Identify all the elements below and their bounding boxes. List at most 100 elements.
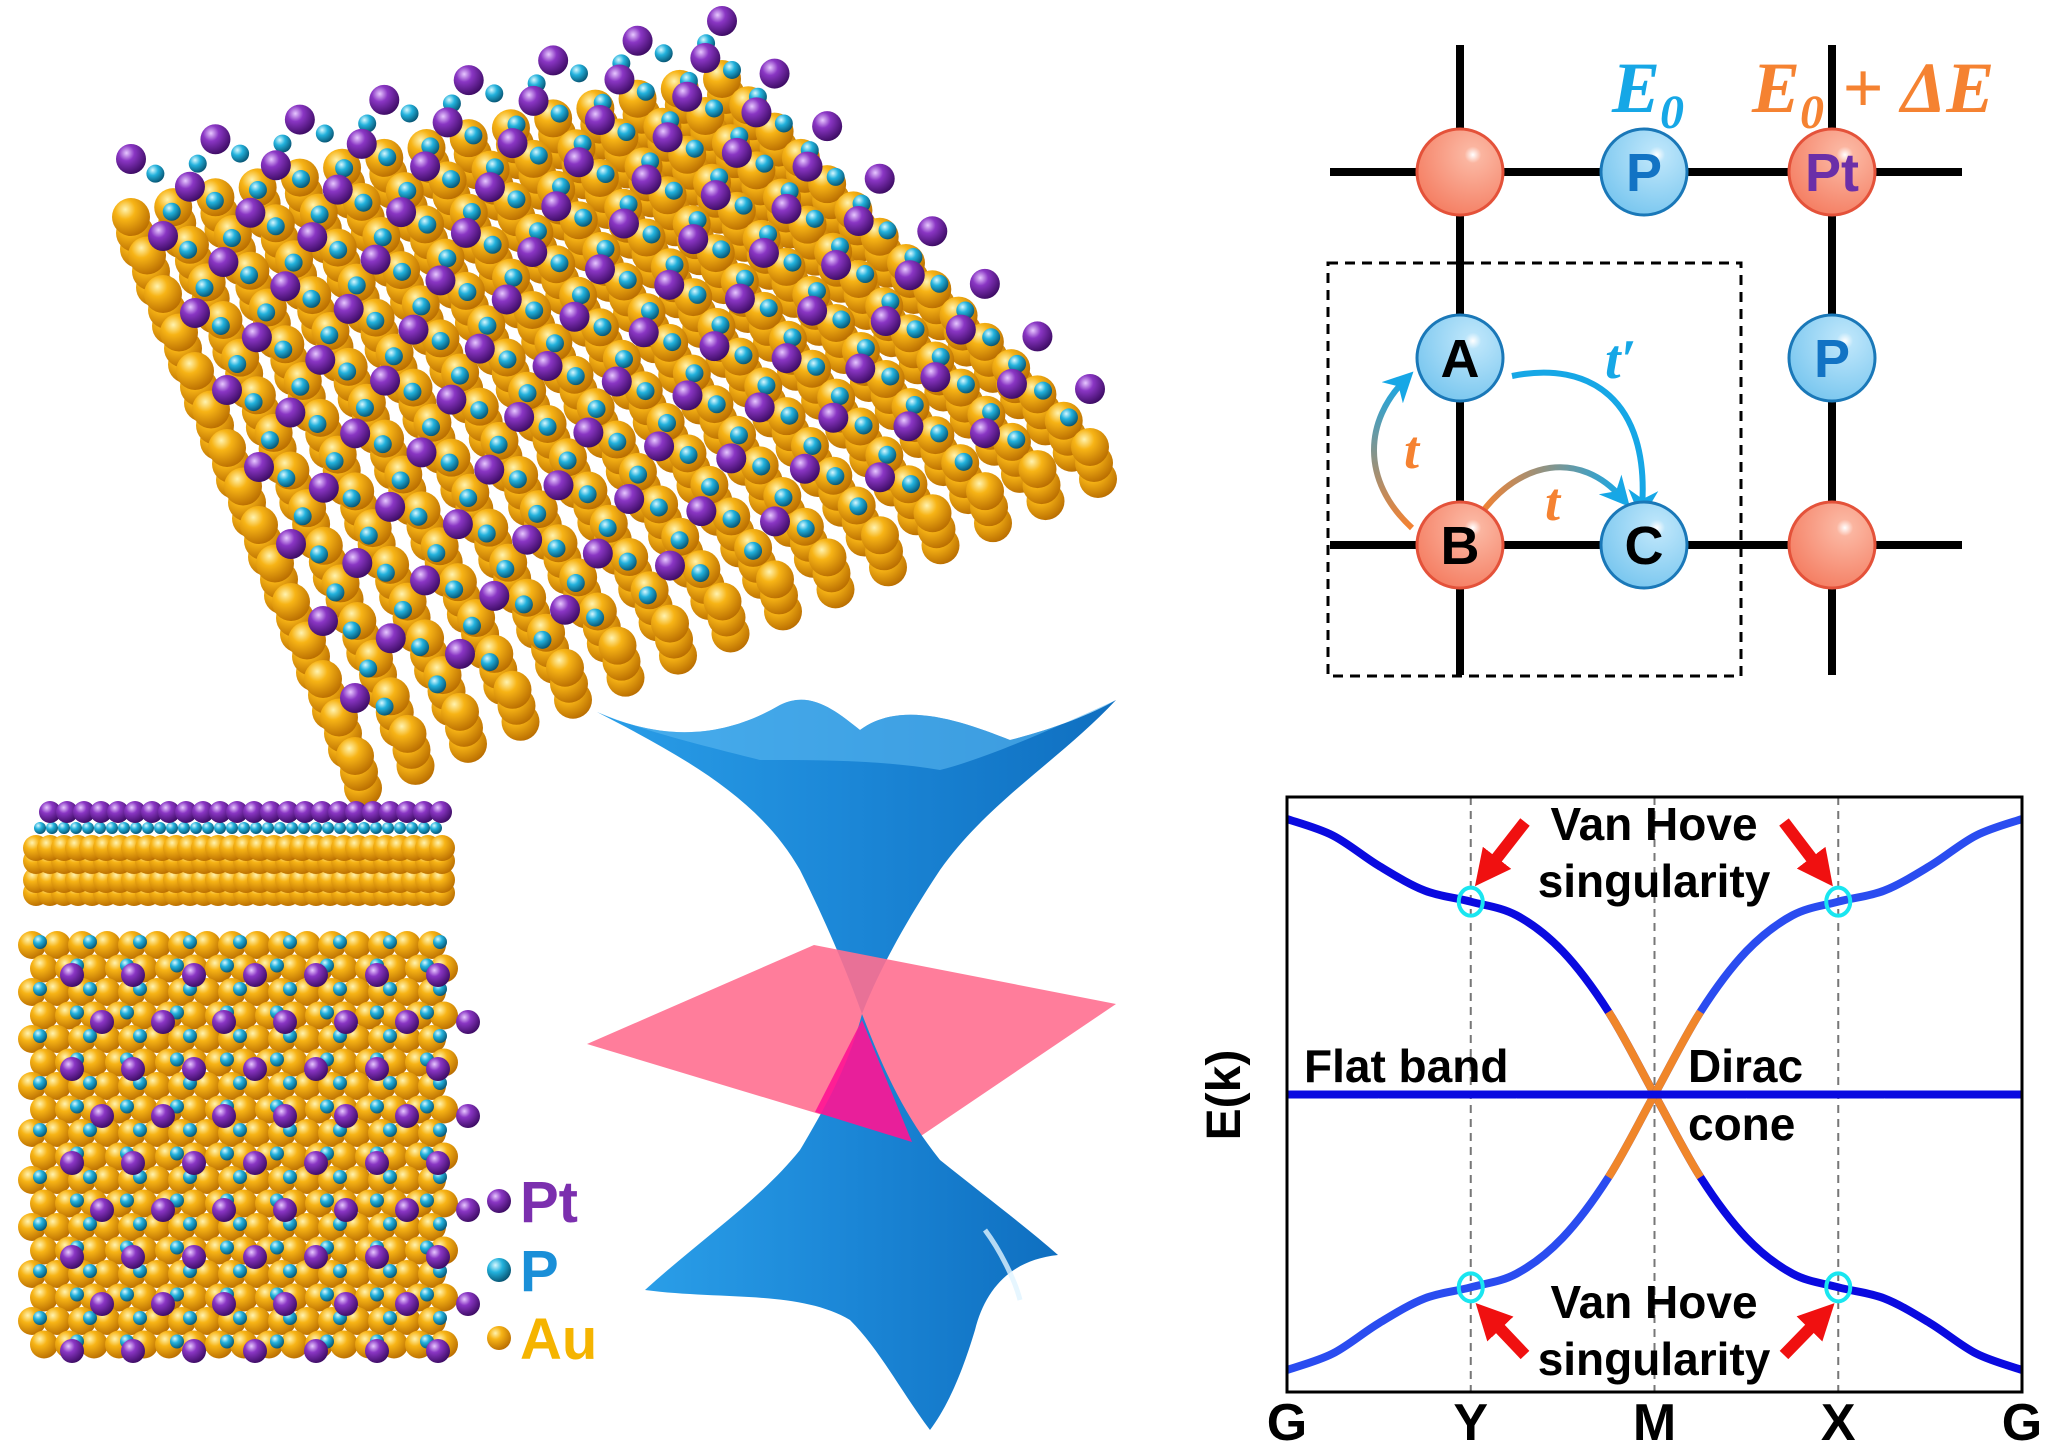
pt-atom xyxy=(322,174,353,205)
p-atom xyxy=(33,1264,47,1278)
au-atom xyxy=(93,1260,121,1288)
p-atom xyxy=(755,154,774,173)
pt-atom xyxy=(121,1339,145,1363)
p-atom xyxy=(931,347,950,366)
p-atom xyxy=(333,1170,347,1184)
pt-atom xyxy=(724,283,755,314)
p-atom xyxy=(329,240,348,259)
p-atom xyxy=(358,114,377,133)
p-atom xyxy=(780,406,799,425)
p-atom xyxy=(558,451,577,470)
plot-frame xyxy=(1285,795,2024,1394)
p-atom xyxy=(470,401,489,420)
p-atom xyxy=(722,60,741,79)
dirac-cone-3d xyxy=(587,699,1116,1430)
au-atom xyxy=(343,1260,371,1288)
p-atom xyxy=(320,326,339,345)
pt-atom xyxy=(360,244,391,275)
pt-atom xyxy=(340,683,370,713)
dirac-cone-segment xyxy=(1605,1009,1704,1180)
p-atom xyxy=(277,469,296,488)
p-atom xyxy=(722,509,741,528)
p-atom xyxy=(489,435,508,454)
p-atom xyxy=(483,235,502,254)
p-atom xyxy=(930,424,949,443)
p-atom xyxy=(338,362,357,381)
p-atom xyxy=(33,982,47,996)
p-atom xyxy=(734,196,753,215)
pt-atom xyxy=(864,163,895,194)
p-atom xyxy=(393,262,412,281)
p-atom xyxy=(729,426,748,445)
p-atom xyxy=(596,239,615,258)
au-atom xyxy=(1071,428,1109,466)
pt-atom xyxy=(121,1151,145,1175)
cone-highlight xyxy=(982,1228,1023,1301)
au-atom xyxy=(393,1072,421,1100)
pt-atom xyxy=(334,1198,358,1222)
pt-atom xyxy=(716,443,747,474)
lower-cone-surface xyxy=(645,1014,1058,1430)
au-atom xyxy=(441,692,479,731)
au-atom xyxy=(393,1307,421,1335)
p-atom xyxy=(375,697,394,716)
p-atom xyxy=(273,134,292,153)
p-atom xyxy=(826,467,845,486)
p-atom xyxy=(34,822,46,834)
pt-atom xyxy=(334,1010,358,1034)
p-atom xyxy=(665,255,684,274)
p-atom xyxy=(400,104,419,123)
pt-atom xyxy=(413,801,435,823)
au-atom xyxy=(293,1307,321,1335)
pt-atom xyxy=(180,298,210,328)
p-atom xyxy=(670,531,689,550)
p-atom xyxy=(70,1287,84,1302)
pt-atom xyxy=(243,1151,267,1175)
element-legend: Pt P Au xyxy=(487,1170,597,1372)
pt-atom xyxy=(226,801,248,823)
pt-atom xyxy=(346,128,377,159)
au-legend-marker xyxy=(487,1326,511,1350)
pt-atom xyxy=(426,1057,450,1081)
site-label: C xyxy=(1625,516,1664,576)
p-atom xyxy=(233,1029,247,1043)
p-atom xyxy=(430,822,442,834)
p-atom xyxy=(391,471,410,490)
pt-atom xyxy=(379,801,401,823)
au-atom xyxy=(429,835,455,861)
p-atom xyxy=(373,228,392,247)
p-atom xyxy=(370,822,382,834)
au-atom xyxy=(30,1048,58,1077)
van-hove-marker xyxy=(1824,885,1853,918)
pt-atom xyxy=(294,801,316,823)
p-atom xyxy=(188,154,207,173)
au-atom xyxy=(130,1001,158,1030)
p-atom xyxy=(142,822,154,834)
pt-atom xyxy=(158,801,180,823)
au-atom xyxy=(193,1213,221,1241)
hopping-t-bottom: t xyxy=(1545,472,1562,532)
pt-atom xyxy=(996,368,1027,399)
au-atom xyxy=(393,1213,421,1241)
lattice-site-mid-right: P xyxy=(1787,313,1877,403)
au-atom xyxy=(430,1095,458,1124)
pt-site-sphere xyxy=(1415,127,1505,217)
p-atom xyxy=(325,452,344,471)
p-site-sphere xyxy=(1599,127,1689,217)
p-atom xyxy=(406,822,418,834)
pt-atom xyxy=(410,565,441,596)
pt-atom xyxy=(622,25,653,56)
y-axis-label: E(k) xyxy=(1198,1050,1251,1141)
p-atom xyxy=(94,822,106,834)
pt-atom xyxy=(175,801,197,823)
p-atom xyxy=(428,675,447,694)
au-atom xyxy=(280,954,308,983)
p-atom xyxy=(310,822,322,834)
p-atom xyxy=(598,518,617,537)
pt-atom xyxy=(686,496,717,527)
p-atom xyxy=(640,302,659,321)
p-atom xyxy=(133,1123,147,1137)
pt-site-sphere xyxy=(1415,500,1505,590)
p-atom xyxy=(333,982,347,996)
